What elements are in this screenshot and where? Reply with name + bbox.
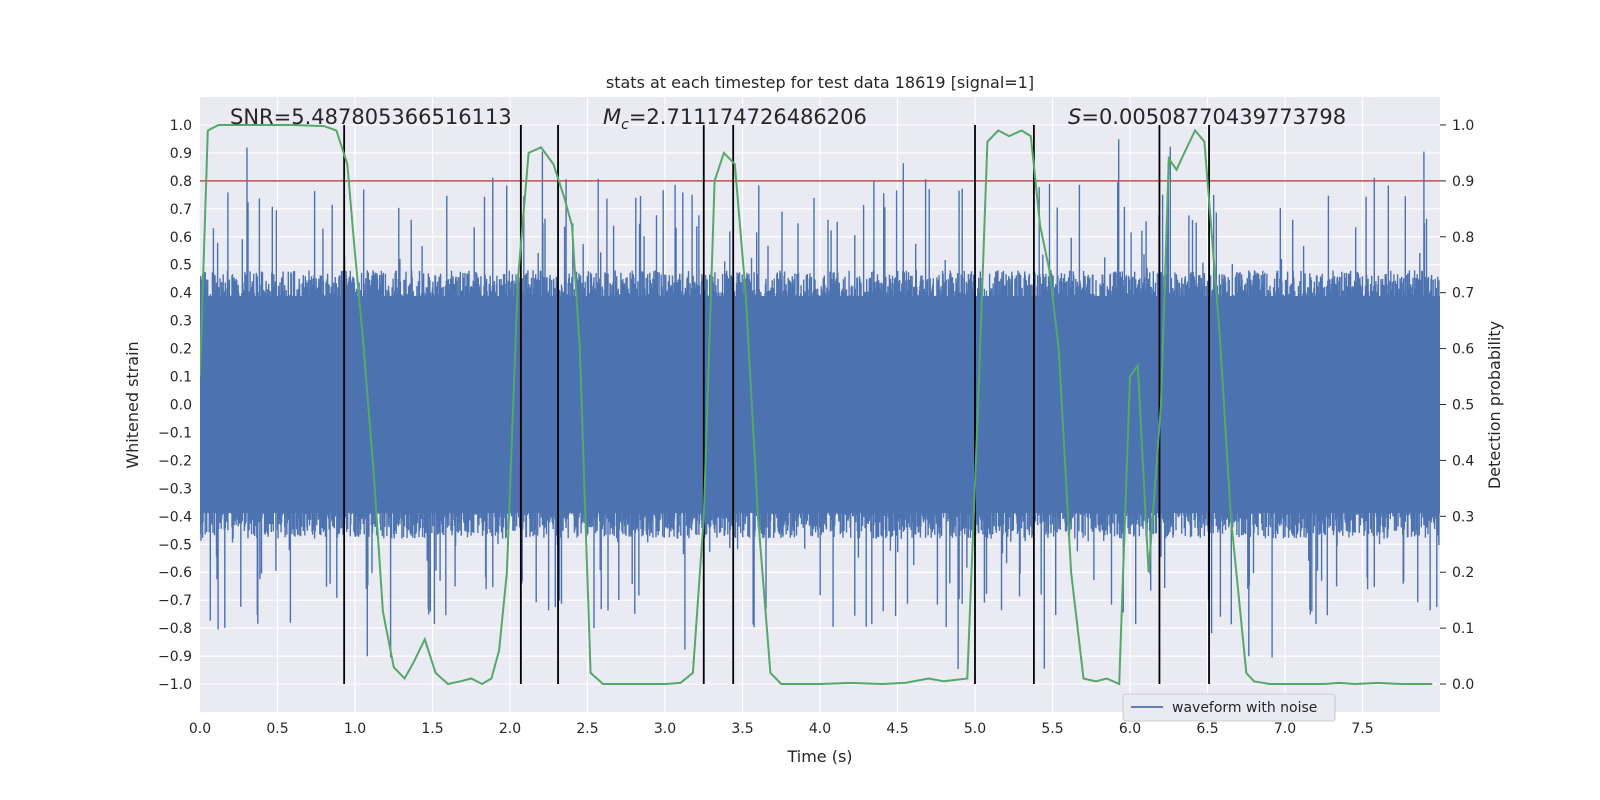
x-tick-label-7: 3.5: [731, 721, 753, 737]
x-tick-label-0: 0.0: [189, 721, 211, 737]
legend: waveform with noise: [1122, 693, 1336, 722]
y-tick-label-13: −0.3: [158, 481, 192, 497]
y-tick-label-1: 0.9: [170, 146, 192, 162]
y2-tick-label-6: 0.4: [1452, 453, 1474, 469]
x-tick-label-10: 5.0: [964, 721, 986, 737]
s-value: =0.005087704397737​98: [1081, 105, 1346, 129]
right-y-ticks: 1.0 0.9 0.8 0.7 0.6 0.5 0.4 0.3 0.2 0.1 0.0: [1440, 118, 1474, 693]
detection-probability-series: [200, 124, 1433, 686]
y-tick-label-18: −0.8: [158, 621, 192, 637]
x-tick-label-12: 6.0: [1119, 721, 1141, 737]
mc-annotation: Mc=2.711174726486206: [603, 105, 867, 133]
x-tick-label-14: 7.0: [1274, 721, 1296, 737]
y-tick-label-4: 0.6: [170, 230, 192, 246]
y2-tick-label-8: 0.2: [1452, 565, 1474, 581]
x-tick-label-2: 1.0: [344, 721, 366, 737]
x-tick-label-13: 6.5: [1196, 721, 1218, 737]
snr-annotation: SNR=5.487805366516113: [230, 105, 512, 129]
mc-value: =2.711174726486206: [629, 105, 867, 129]
x-tick-label-6: 3.0: [654, 721, 676, 737]
y-tick-label-6: 0.4: [170, 286, 192, 302]
y-tick-label-19: −0.9: [158, 649, 192, 665]
y-tick-label-2: 0.8: [170, 174, 192, 190]
y2-axis-label: Detection probability: [1485, 321, 1504, 489]
y2-tick-label-2: 0.8: [1452, 230, 1474, 246]
x-tick-label-9: 4.5: [886, 721, 908, 737]
y-tick-label-15: −0.5: [158, 537, 192, 553]
y-axis-label: Whitened strain: [123, 341, 142, 468]
y2-tick-label-5: 0.5: [1452, 398, 1474, 414]
y-tick-label-5: 0.5: [170, 258, 192, 274]
s-symbol: S: [1068, 105, 1081, 129]
y-tick-label-16: −0.6: [158, 565, 192, 581]
y2-tick-label-3: 0.7: [1452, 286, 1474, 302]
x-tick-label-8: 4.0: [809, 721, 831, 737]
x-ticks: 0.0 0.5 1.0 1.5 2.0 2.5 3.0 3.5 4.0 4.5 5.0 5.5 6.0 6…: [189, 721, 1374, 737]
y-tick-label-12: −0.2: [158, 453, 192, 469]
y-tick-label-10: 0.0: [170, 398, 192, 414]
y-tick-label-14: −0.4: [158, 509, 192, 525]
legend-waveform-label: waveform with noise: [1172, 700, 1317, 716]
y-tick-label-11: −0.1: [158, 425, 192, 441]
y-tick-label-7: 0.3: [170, 314, 192, 330]
x-tick-label-4: 2.0: [499, 721, 521, 737]
detection-probability-line: [200, 124, 1433, 686]
x-tick-label-3: 1.5: [421, 721, 443, 737]
y-tick-label-3: 0.7: [170, 202, 192, 218]
y2-tick-label-10: 0.0: [1452, 677, 1474, 693]
waveform-series: [200, 139, 1440, 669]
x-tick-label-5: 2.5: [576, 721, 598, 737]
x-tick-label-11: 5.5: [1041, 721, 1063, 737]
s-annotation: S=0.005087704397737​98: [1068, 105, 1346, 129]
y-tick-label-8: 0.2: [170, 342, 192, 358]
x-axis-label: Time (s): [786, 747, 852, 766]
mc-subscript: c: [621, 117, 629, 133]
legend-box: [1122, 693, 1336, 722]
y2-tick-label-9: 0.1: [1452, 621, 1474, 637]
x-tick-label-15: 7.5: [1351, 721, 1373, 737]
y2-tick-label-4: 0.6: [1452, 342, 1474, 358]
x-tick-label-1: 0.5: [266, 721, 288, 737]
y2-tick-label-0: 1.0: [1452, 118, 1474, 134]
y2-tick-label-1: 0.9: [1452, 174, 1474, 190]
chart-title: stats at each timestep for test data 186…: [606, 73, 1034, 92]
y-tick-label-9: 0.1: [170, 370, 192, 386]
mc-symbol: M: [603, 105, 621, 129]
y2-tick-label-7: 0.3: [1452, 509, 1474, 525]
left-y-ticks: 1.0 0.9 0.8 0.7 0.6 0.5 0.4 0.3 0.2 0.1 0.0 −0.1 −0.…: [158, 118, 192, 693]
y-tick-label-20: −1.0: [158, 677, 192, 693]
event-marker-layer: [343, 124, 1210, 685]
y-tick-label-0: 1.0: [170, 118, 192, 134]
y-tick-label-17: −0.7: [158, 593, 192, 609]
